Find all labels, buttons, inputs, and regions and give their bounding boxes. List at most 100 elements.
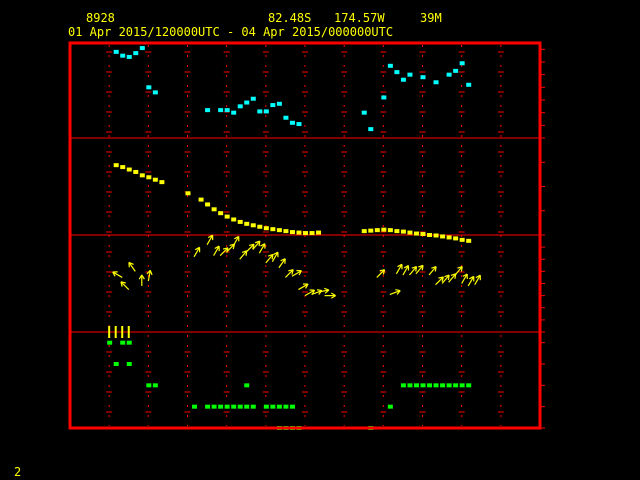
rh-point	[446, 383, 452, 388]
pres-point	[381, 227, 387, 232]
wind-arrow-head	[214, 245, 220, 250]
station-lat: 82.48S	[268, 11, 311, 25]
pres-point	[309, 231, 315, 236]
wind-arrow-head	[141, 274, 145, 280]
rh-point	[440, 383, 446, 388]
rh-point	[113, 362, 119, 366]
wind-arrow-head	[149, 270, 153, 276]
wind-arrow-shaft	[474, 274, 481, 286]
temp-point	[453, 68, 459, 73]
pres-point	[146, 175, 152, 180]
wind-arrow	[206, 234, 214, 245]
temp-point	[126, 54, 132, 59]
wind-arrow	[245, 243, 255, 253]
wind-arrow-shaft	[232, 236, 240, 247]
wind-arrow-shaft	[128, 262, 136, 272]
rh-point	[289, 404, 295, 409]
wind-arrow	[317, 287, 330, 294]
wind-arrow	[304, 289, 316, 297]
wind-arrow	[146, 269, 153, 282]
wind-arrow	[258, 243, 266, 254]
pres-point	[139, 173, 145, 178]
wind-arrow	[232, 235, 240, 247]
wind-arrow	[193, 246, 201, 258]
wind-arrow	[461, 273, 468, 284]
rh-point	[250, 404, 256, 409]
wind-arrow-shaft	[239, 250, 248, 260]
wind-arrow-head	[431, 266, 437, 269]
wind-arrow	[408, 266, 418, 276]
pres-point	[276, 228, 282, 233]
wind-arrow-shaft	[252, 240, 261, 250]
wind-arrow-head	[120, 281, 126, 284]
wind-arrow	[112, 271, 123, 278]
wind-arrow-head	[128, 261, 134, 265]
wind-arrow-shaft	[271, 251, 279, 262]
wind-arrow-head	[418, 264, 424, 268]
pres-point	[126, 167, 132, 172]
data-marks	[107, 46, 481, 430]
temp-point	[466, 82, 472, 87]
temp-point	[146, 85, 152, 90]
rh-point	[146, 383, 152, 388]
wind-arrow-head	[395, 289, 401, 292]
pres-point	[224, 214, 230, 219]
rh-point	[427, 383, 433, 388]
rh-point	[244, 383, 250, 388]
wind-arrow-head	[280, 258, 286, 262]
wind-arrow	[467, 275, 475, 287]
wind-arrow-head	[450, 273, 456, 277]
rh-point	[120, 340, 126, 345]
wind-arrow-shaft	[415, 264, 424, 275]
wind-arrow-head	[379, 269, 385, 272]
wind-arrow	[239, 250, 248, 260]
wind-arrow-head	[324, 289, 330, 294]
wind-arrow	[395, 263, 403, 275]
wind-arrow-head	[421, 265, 424, 271]
wind-arrow	[298, 283, 309, 291]
wind-arrow-head	[271, 254, 274, 260]
pres-point	[400, 229, 406, 234]
temp-point	[263, 109, 269, 114]
wind-arrow	[120, 281, 130, 290]
temp-point	[420, 75, 426, 80]
rh-point	[244, 404, 250, 409]
wind-arrow-head	[475, 274, 481, 279]
station-lon: 174.57W	[334, 11, 385, 25]
wind-arrow	[291, 270, 302, 277]
pres-point	[459, 237, 465, 242]
wind-arrow-head	[438, 276, 444, 279]
temp-point	[459, 61, 465, 66]
rh-point	[231, 404, 237, 409]
wind-arrow-shaft	[408, 266, 417, 276]
wind-arrow-shaft	[454, 266, 463, 276]
rh-point	[218, 404, 224, 409]
rh-point	[387, 404, 393, 409]
rh-point	[192, 404, 198, 409]
pres-point	[420, 232, 426, 237]
temp-point	[446, 72, 452, 77]
pres-point	[159, 180, 165, 185]
wind-arrow-head	[330, 292, 336, 297]
wind-arrow-shaft	[120, 281, 130, 290]
wind-arrow-head	[254, 240, 261, 244]
temp-point	[289, 120, 295, 125]
wind-arrow-head	[415, 266, 418, 272]
wind-arrow-shaft	[461, 273, 468, 284]
wind-arrow-shaft	[298, 283, 309, 291]
wind-arrow	[265, 253, 274, 264]
wind-arrow	[415, 264, 424, 275]
pres-point	[133, 169, 139, 174]
rh-point	[276, 404, 282, 409]
wind-arrow-head	[298, 270, 302, 276]
wind-arrow	[271, 251, 279, 262]
wind-arrow-head	[441, 276, 444, 282]
temp-point	[224, 108, 230, 113]
wind-arrow-shaft	[245, 243, 255, 253]
station-elevation: 39M	[420, 11, 442, 25]
wind-arrow	[284, 269, 294, 278]
wind-arrow-head	[382, 269, 386, 275]
temp-point	[361, 110, 367, 115]
temp-point	[257, 109, 263, 114]
wind-arrow	[376, 269, 386, 278]
